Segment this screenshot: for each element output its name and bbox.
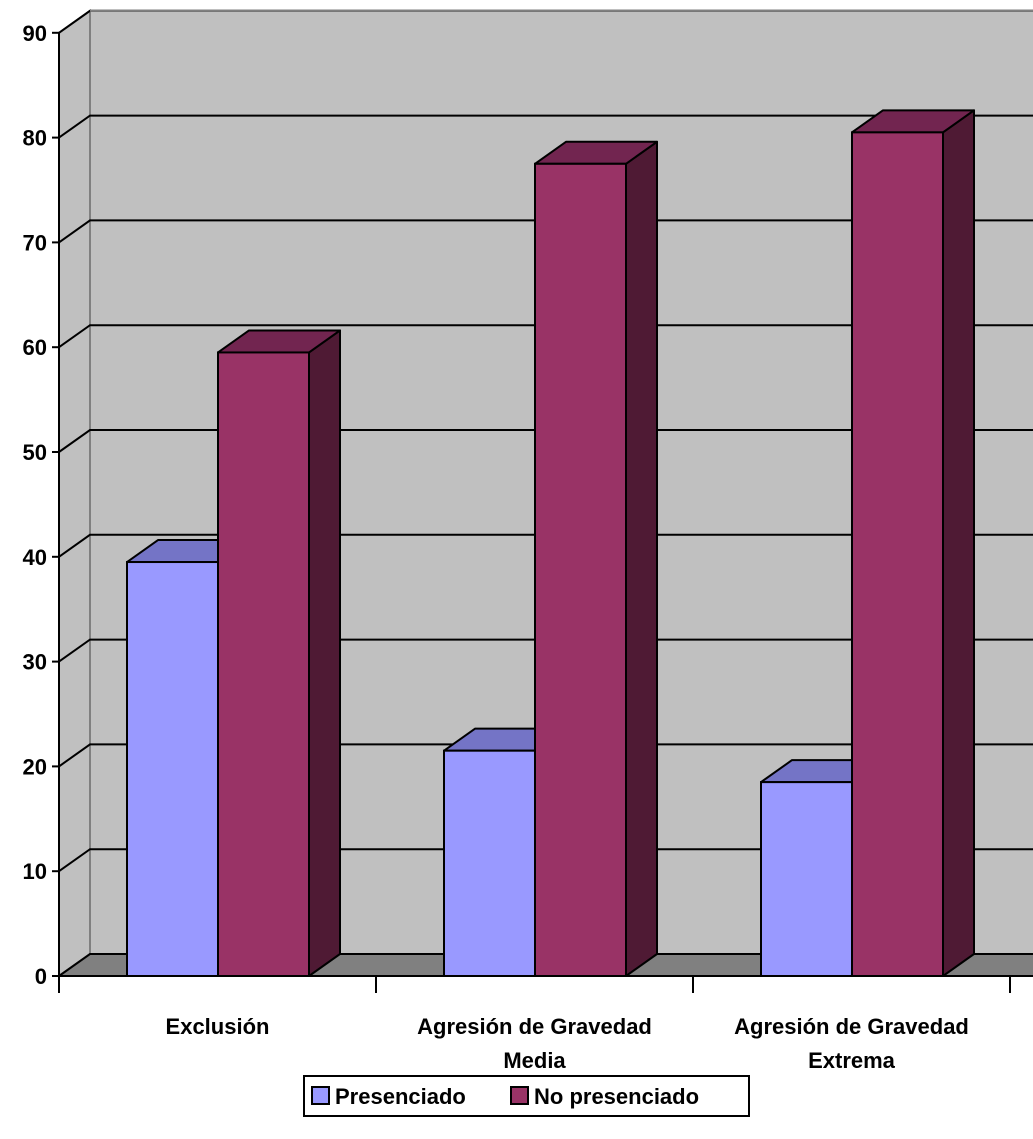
bar-no-presenciado-2	[851, 109, 975, 978]
gridline	[58, 848, 1033, 873]
y-tick-label: 80	[23, 126, 47, 151]
bar-no-presenciado-0	[217, 329, 341, 977]
legend-label-presenciado: Presenciado	[335, 1084, 466, 1109]
x-category-label: Agresión de Gravedad Media	[417, 1014, 652, 1073]
gridline	[58, 114, 1033, 139]
gridline	[58, 533, 1033, 558]
gridline	[58, 219, 1033, 244]
y-tick-label: 0	[35, 964, 47, 989]
gridline	[58, 429, 1033, 453]
y-tick-label: 10	[23, 859, 47, 884]
y-tick-label: 60	[23, 335, 47, 360]
legend-label-no-presenciado: No presenciado	[534, 1084, 699, 1109]
y-tick-label: 50	[23, 440, 47, 465]
legend-swatch-no-presenciado	[510, 1086, 529, 1105]
side-wall	[58, 8, 91, 978]
gridline	[58, 743, 1033, 768]
y-tick-label: 90	[23, 21, 47, 46]
gridline	[58, 638, 1033, 663]
gridline	[58, 324, 1033, 349]
x-category-label: Agresión de Gravedad Extrema	[734, 1014, 969, 1073]
y-tick-label: 40	[23, 545, 47, 570]
x-category-label: Exclusión	[166, 1014, 270, 1039]
y-tick-label: 70	[23, 230, 47, 255]
legend-swatch-presenciado	[311, 1086, 330, 1105]
floor-back-edge	[58, 953, 1033, 977]
y-tick-label: 20	[23, 754, 47, 779]
bar-no-presenciado-1	[534, 140, 658, 978]
y-tick-label: 30	[23, 650, 47, 675]
